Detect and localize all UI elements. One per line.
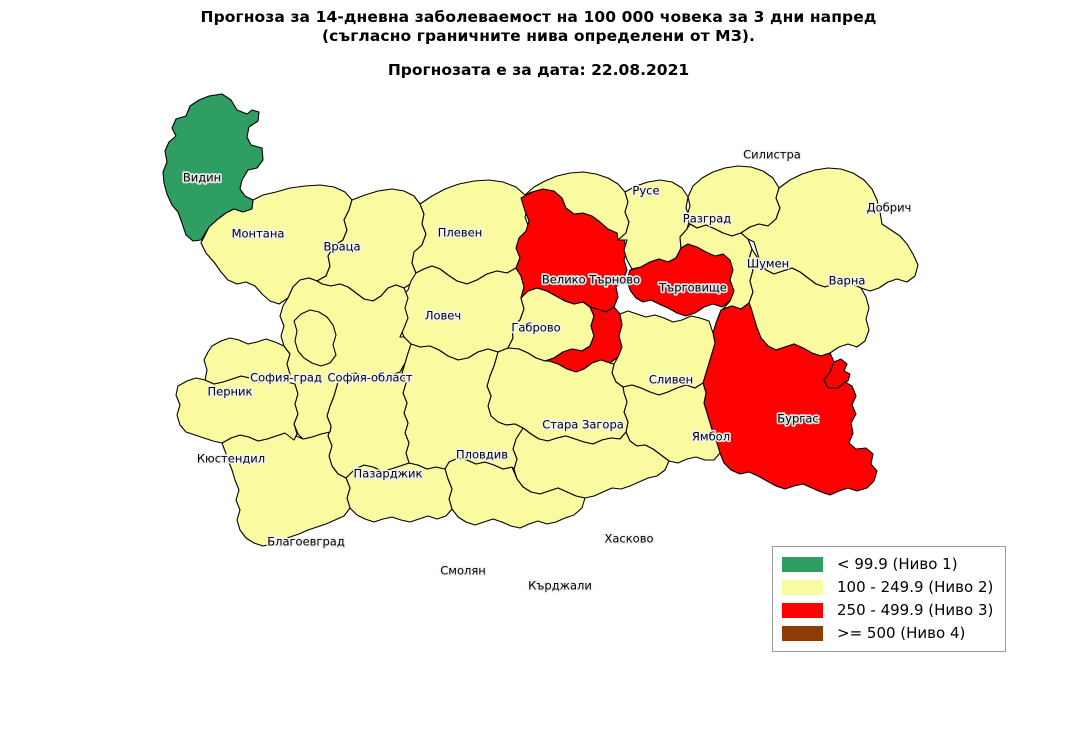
bulgaria-choropleth-map: Видин Монтана Враца Плевен Ловеч Габрово… (162, 93, 919, 594)
region-burgas-coast-detail[interactable] (823, 358, 851, 389)
legend-label-level-3: 250 - 499.9 (Ниво 3) (837, 601, 994, 619)
label-smolyan: Смолян (440, 564, 486, 578)
title-line-1: Прогноза за 14-дневна заболеваемост на 1… (200, 8, 877, 26)
label-shumen: Шумен (747, 257, 789, 271)
region-sofia-grad[interactable] (293, 309, 337, 367)
label-blagoevgrad: Благоевград (267, 535, 345, 549)
title-line-2: (съгласно граничните нива определени от … (322, 27, 755, 45)
label-varna: Варна (829, 274, 866, 288)
legend-row-level-3[interactable]: 250 - 499.9 (Ниво 3) (782, 599, 997, 622)
region-pernik[interactable] (203, 337, 291, 385)
legend-swatch-level-1 (782, 557, 823, 572)
label-pazardzhik: Пазарджик (354, 467, 423, 481)
legend-row-level-1[interactable]: < 99.9 (Ниво 1) (782, 553, 997, 576)
label-montana: Монтана (232, 227, 285, 241)
label-burgas: Бургас (777, 412, 818, 426)
legend-label-level-4: >= 500 (Ниво 4) (837, 624, 966, 642)
legend-label-level-2: 100 - 249.9 (Ниво 2) (837, 578, 994, 596)
legend-label-level-1: < 99.9 (Ниво 1) (837, 555, 958, 573)
forecast-date-subtitle: Прогнозата е за дата: 22.08.2021 (387, 61, 690, 79)
label-kyustendil: Кюстендил (197, 452, 265, 466)
label-plovdiv: Пловдив (456, 448, 508, 462)
label-veliko-tarnovo: Велико Търново (542, 273, 640, 287)
label-ruse: Русе (632, 184, 659, 198)
label-sofia-grad: София-град (250, 371, 322, 385)
label-dobrich: Добрич (867, 201, 912, 215)
label-pernik: Перник (208, 385, 253, 399)
label-silistra: Силистра (743, 148, 801, 162)
label-vidin: Видин (183, 171, 221, 185)
legend-swatch-level-2 (782, 580, 823, 595)
region-blagoevgrad[interactable] (221, 425, 351, 547)
page-title: Прогноза за 14-дневна заболеваемост на 1… (0, 8, 1077, 80)
map-container: Видин Монтана Враца Плевен Ловеч Габрово… (0, 88, 1077, 668)
label-lovech: Ловеч (425, 309, 461, 323)
legend-row-level-4[interactable]: >= 500 (Ниво 4) (782, 622, 997, 645)
legend-swatch-level-4 (782, 626, 823, 641)
legend-row-level-2[interactable]: 100 - 249.9 (Ниво 2) (782, 576, 997, 599)
label-targovishte: Търговище (658, 281, 727, 295)
label-yambol: Ямбол (692, 430, 730, 444)
label-razgrad: Разград (683, 212, 731, 226)
label-gabrovo: Габрово (511, 321, 560, 335)
map-legend: < 99.9 (Ниво 1) 100 - 249.9 (Ниво 2) 250… (772, 546, 1006, 652)
label-sofia-oblast: София-област (328, 371, 413, 385)
label-sliven: Сливен (649, 373, 693, 387)
label-stara-zagora: Стара Загора (542, 418, 624, 432)
label-pleven: Плевен (438, 226, 482, 240)
label-haskovo: Хасково (604, 532, 653, 546)
legend-swatch-level-3 (782, 603, 823, 618)
label-vratsa: Враца (323, 240, 360, 254)
label-kardzhali: Кърджали (528, 579, 592, 593)
